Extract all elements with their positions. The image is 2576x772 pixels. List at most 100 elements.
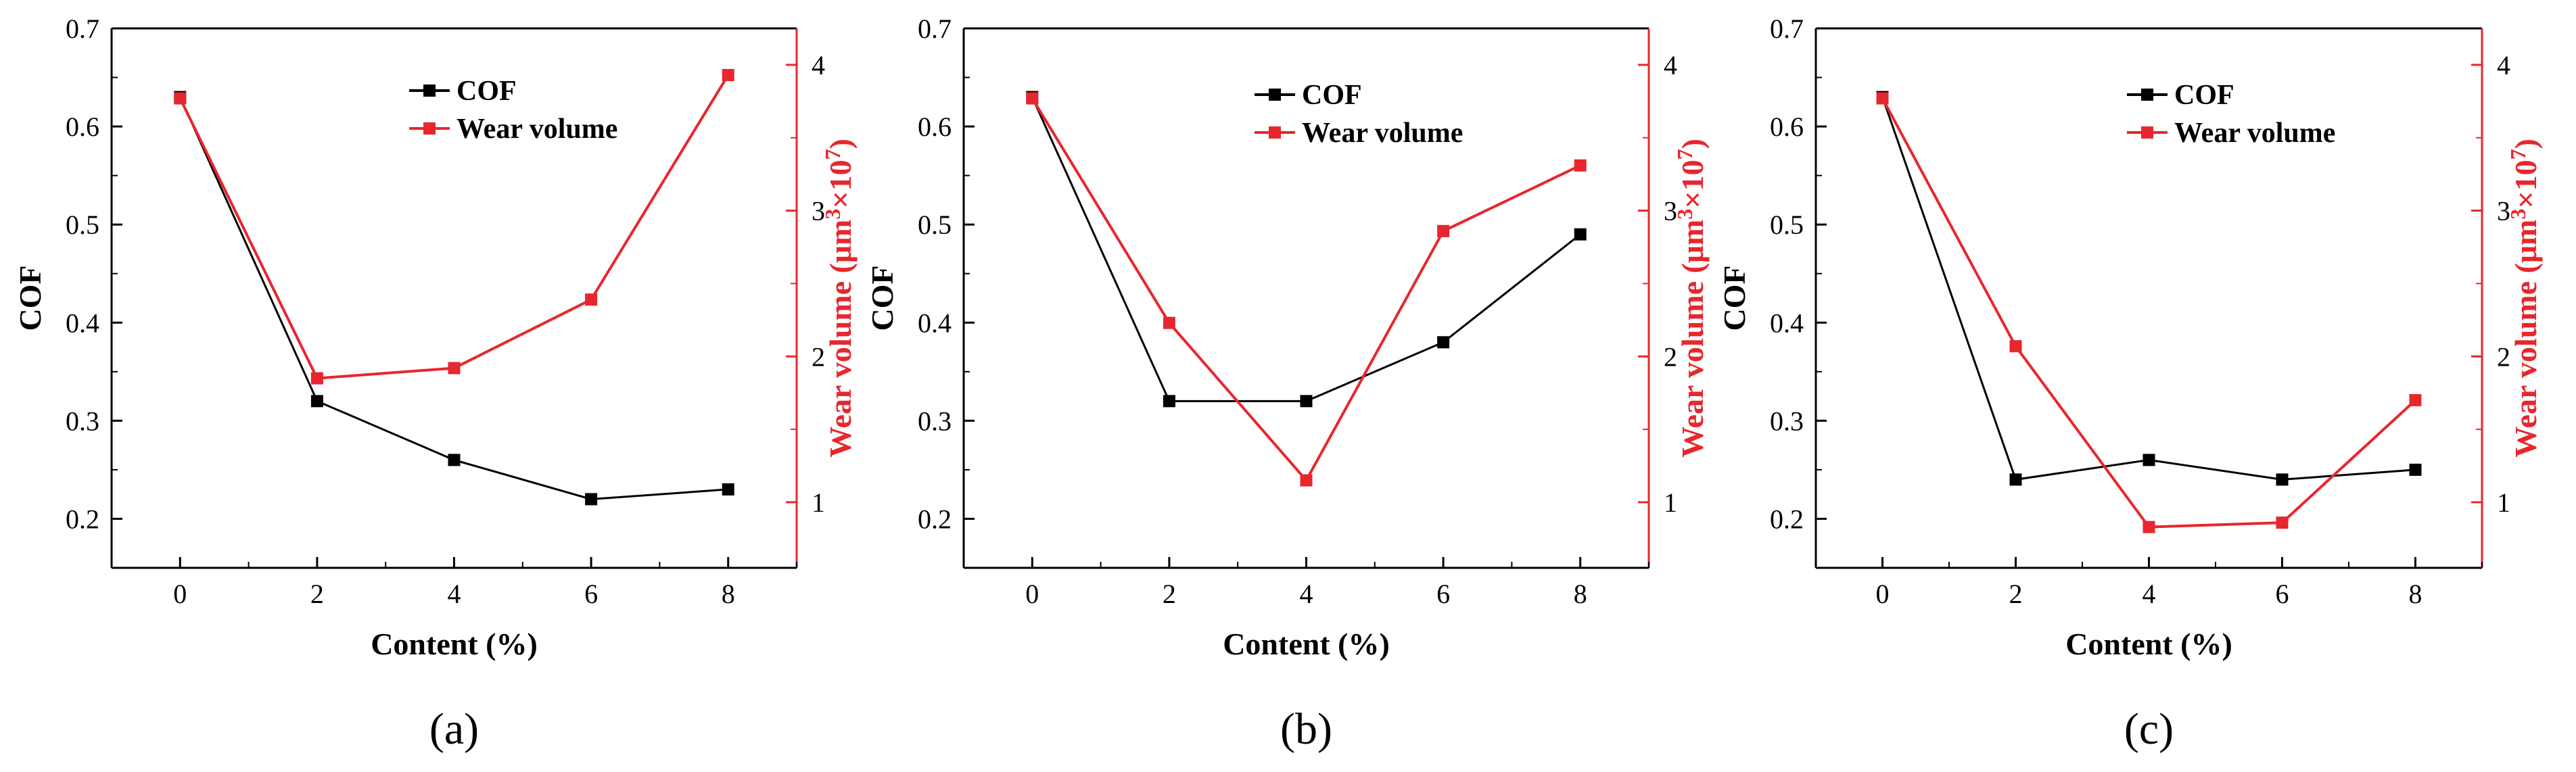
y-axis-title: COF xyxy=(865,265,899,331)
y-tick-label: 0.5 xyxy=(918,210,952,240)
y-tick-label: 0.7 xyxy=(1770,14,1804,44)
y-tick-label: 0.4 xyxy=(66,308,99,338)
y-tick-label: 0.7 xyxy=(918,14,952,44)
wear-volume-data-point xyxy=(174,92,187,105)
y-tick-label: 0.6 xyxy=(918,112,952,142)
legend-label: Wear volume xyxy=(2174,118,2335,149)
wear-volume-data-point xyxy=(2009,340,2022,353)
y-tick-label: 0.7 xyxy=(66,14,99,44)
wear-volume-data-point xyxy=(2276,516,2289,529)
y2-tick-label: 3 xyxy=(812,196,825,226)
y2-tick-label: 1 xyxy=(1664,487,1677,518)
cof-data-point xyxy=(2009,473,2022,486)
y2-title-part: ) xyxy=(2508,139,2543,149)
wear-volume-data-point xyxy=(1876,92,1889,105)
y2-tick-label: 1 xyxy=(812,487,825,518)
y2-tick-label: 1 xyxy=(2497,487,2510,518)
y2-axis-title: Wear volume (μm3×107) xyxy=(1672,139,1710,458)
legend-label: Wear volume xyxy=(456,114,617,145)
y2-title-part: 7 xyxy=(820,149,845,160)
wear-volume-data-point xyxy=(2142,521,2155,533)
wear-volume-data-point xyxy=(2409,393,2422,406)
legend-swatch-marker xyxy=(423,122,436,135)
legend-swatch-marker xyxy=(2141,126,2153,139)
x-tick-label: 6 xyxy=(1436,579,1450,609)
wear-volume-series-line xyxy=(179,74,730,380)
cof-data-point xyxy=(2142,454,2155,466)
x-tick-label: 4 xyxy=(1300,579,1313,609)
wear-volume-data-point xyxy=(1163,316,1175,329)
cof-data-point xyxy=(585,493,598,506)
cof-series-line xyxy=(1881,97,2416,481)
y-tick-label: 0.3 xyxy=(66,406,99,436)
legend-swatch-marker xyxy=(1269,126,1281,139)
y-tick-label: 0.6 xyxy=(1770,112,1804,142)
cof-data-point xyxy=(1574,228,1587,241)
wear-volume-data-point xyxy=(1574,159,1587,172)
legend-swatch-marker xyxy=(1269,89,1281,101)
x-tick-label: 0 xyxy=(1876,579,1890,609)
wear-volume-data-point xyxy=(1300,474,1313,487)
y2-axis-title: Wear volume (μm3×107) xyxy=(2506,139,2543,458)
cof-series-line xyxy=(179,96,728,500)
wear-volume-data-point xyxy=(448,362,461,375)
x-tick-label: 6 xyxy=(584,579,598,609)
y2-title-part: 7 xyxy=(2506,149,2530,160)
y2-tick-label: 2 xyxy=(812,341,825,372)
y2-tick-label: 3 xyxy=(1664,196,1677,226)
y2-title-part: ) xyxy=(1675,139,1710,149)
y2-tick-label: 4 xyxy=(812,50,825,80)
cof-data-point xyxy=(2409,463,2422,476)
y2-title-part: 7 xyxy=(1672,149,1697,160)
y-axis-title: COF xyxy=(13,265,47,331)
cof-data-point xyxy=(1300,395,1313,408)
legend-swatch-marker xyxy=(2141,89,2153,101)
y2-title-part: 3 xyxy=(820,209,845,220)
x-axis-title: Content (%) xyxy=(371,627,538,661)
y2-tick-label: 3 xyxy=(2497,196,2510,226)
y2-title-part: Wear volume (μm xyxy=(1675,220,1710,458)
y2-tick-label: 2 xyxy=(1664,341,1677,372)
y2-title-part: Wear volume (μm xyxy=(823,220,858,458)
y-tick-label: 0.5 xyxy=(66,210,99,240)
x-tick-label: 8 xyxy=(722,579,735,609)
legend-label: COF xyxy=(2174,80,2234,111)
cof-data-point xyxy=(2276,473,2289,486)
legend-swatch-marker xyxy=(423,85,436,97)
x-tick-label: 0 xyxy=(173,579,187,609)
y2-title-part: 3 xyxy=(1672,209,1697,220)
x-tick-label: 4 xyxy=(2142,579,2156,609)
y-tick-label: 0.6 xyxy=(66,112,99,142)
cof-data-point xyxy=(1163,395,1175,408)
legend-label: COF xyxy=(456,76,517,107)
x-tick-label: 6 xyxy=(2276,579,2289,609)
wear-volume-data-point xyxy=(1437,224,1450,237)
y-axis-title: COF xyxy=(1717,265,1752,331)
y-tick-label: 0.2 xyxy=(918,504,952,534)
y2-title-part: 3 xyxy=(2506,209,2530,220)
wear-volume-series-line xyxy=(1031,97,1581,483)
x-axis-title: Content (%) xyxy=(1223,627,1390,661)
x-tick-label: 2 xyxy=(310,579,324,609)
y2-title-part: ×10 xyxy=(1675,160,1710,208)
y-tick-label: 0.2 xyxy=(66,504,99,534)
y-tick-label: 0.2 xyxy=(1770,504,1804,534)
x-axis-title: Content (%) xyxy=(2065,627,2232,661)
y-tick-label: 0.3 xyxy=(918,406,952,436)
panel-label: (c) xyxy=(2124,704,2174,754)
x-tick-label: 0 xyxy=(1025,579,1039,609)
y2-tick-label: 2 xyxy=(2497,341,2510,372)
y2-title-part: ×10 xyxy=(823,160,858,208)
y-tick-label: 0.5 xyxy=(1770,210,1804,240)
y-tick-label: 0.4 xyxy=(918,308,952,338)
y2-title-part: Wear volume (μm xyxy=(2508,220,2543,458)
x-tick-label: 4 xyxy=(448,579,461,609)
y2-axis-title: Wear volume (μm3×107) xyxy=(820,139,858,458)
cof-data-point xyxy=(310,395,323,408)
x-tick-label: 8 xyxy=(1574,579,1587,609)
chart-panel-a: 0 2 4 6 8 0.2 0.3 0.4 0.5 0.6 0.7 1 2 3 4 Content (%) CO… xyxy=(13,14,858,754)
cof-data-point xyxy=(722,483,734,496)
x-tick-label: 2 xyxy=(2009,579,2023,609)
panel-label: (b) xyxy=(1280,704,1332,754)
chart-panel-c: 0 2 4 6 8 0.2 0.3 0.4 0.5 0.6 0.7 1 2 3 4 Content (%) CO… xyxy=(1717,14,2543,754)
